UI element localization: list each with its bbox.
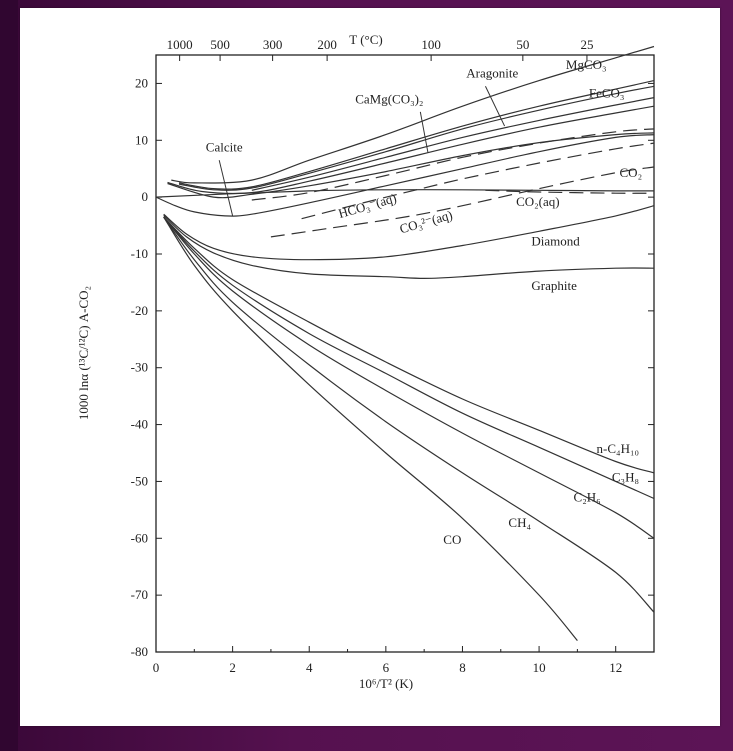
- series-line-hco-aq-: [301, 142, 655, 220]
- top-tick-label-1000: 1000: [167, 37, 193, 52]
- curve-label-7: CO₃²⁻(aq): [398, 207, 454, 236]
- figure-paper: 0 2 4 6 8 10 12 20 10 0 -10 -20 -30 -40 -50 -60 -70 -80 10…: [20, 8, 720, 726]
- curve-label-13: C₂H₆: [574, 489, 601, 504]
- curve-label-15: CO: [443, 532, 461, 547]
- series-line-unlabeled-4: [167, 105, 655, 195]
- curve-label-10: Graphite: [531, 278, 577, 293]
- curve-label-3: CaMg(CO₃)₂: [355, 91, 423, 106]
- curve-label-4: Calcite: [206, 140, 243, 155]
- series-line-calcite: [155, 134, 655, 217]
- series-line-c-h-: [163, 216, 655, 500]
- top-axis-title: T (°C): [349, 32, 382, 47]
- top-tick-label-100: 100: [421, 37, 441, 52]
- series-line-mgco-: [171, 45, 655, 184]
- x-tick-label-12: 12: [609, 660, 622, 675]
- x-tick-label-2: 2: [229, 660, 236, 675]
- series-line-ch-: [163, 216, 655, 613]
- series-line-co-aq-: [270, 166, 655, 238]
- top-tick-label-300: 300: [263, 37, 283, 52]
- curve-label-12: C₃H₈: [612, 469, 639, 484]
- series-line-aragonite: [178, 80, 655, 190]
- top-tick-label-50: 50: [516, 37, 529, 52]
- y-tick-label--50: -50: [131, 473, 148, 488]
- isotope-fractionation-chart: 0 2 4 6 8 10 1220100-10-20-30-40-50-60-70-8010…: [76, 32, 655, 691]
- x-tick-label-8: 8: [459, 660, 466, 675]
- curve-label-2: FeCO₃: [589, 86, 625, 101]
- x-tick-label-10: 10: [533, 660, 546, 675]
- curve-label-0: MgCO₃: [566, 57, 607, 72]
- curve-label-14: CH₄: [508, 515, 531, 530]
- x-tick-label-6: 6: [383, 660, 390, 675]
- curve-label-9: Diamond: [531, 233, 580, 248]
- y-tick-label--40: -40: [131, 417, 148, 432]
- curve-label-11: n-C₄H₁₀: [597, 441, 640, 456]
- aragonite-pointer: [484, 86, 506, 127]
- plot-frame: [155, 54, 655, 653]
- x-axis-title: 10⁶/T² (K): [359, 676, 413, 691]
- curve-label-5: CO₂: [620, 165, 643, 180]
- series-line-n-c-h-: [163, 216, 655, 474]
- camg-pointer: [419, 111, 429, 153]
- y-tick-label--20: -20: [131, 303, 148, 318]
- y-tick-label-10: 10: [135, 132, 148, 147]
- series-line-co: [163, 216, 578, 641]
- y-tick-label-0: 0: [142, 189, 149, 204]
- curve-label-8: CO₂(aq): [516, 194, 560, 209]
- y-tick-label--60: -60: [131, 530, 148, 545]
- y-axis-title: 1000 lnα (¹³C/¹²C) A-CO₂: [76, 286, 91, 420]
- series-line-diamond: [163, 205, 655, 261]
- series-line-unlabeled-5: [167, 132, 655, 199]
- series-line-unlabeled-6: [251, 128, 655, 201]
- slide-left-bar: [0, 0, 18, 751]
- series-line-camg-co-: [251, 97, 655, 191]
- y-tick-label-20: 20: [135, 75, 148, 90]
- top-tick-label-25: 25: [580, 37, 593, 52]
- top-tick-label-200: 200: [317, 37, 337, 52]
- y-tick-label--70: -70: [131, 587, 148, 602]
- x-tick-label-0: 0: [153, 660, 160, 675]
- y-tick-label--30: -30: [131, 360, 148, 375]
- series-line-c-h-: [163, 216, 655, 539]
- y-tick-label--80: -80: [131, 644, 148, 659]
- series-line-graphite: [163, 214, 655, 280]
- x-tick-label-4: 4: [306, 660, 313, 675]
- calcite-pointer: [218, 160, 234, 217]
- curve-label-1: Aragonite: [466, 66, 518, 81]
- top-tick-label-500: 500: [210, 37, 230, 52]
- series-line-co-: [155, 189, 655, 198]
- y-tick-label--10: -10: [131, 246, 148, 261]
- series-line-co-aq-: [485, 189, 655, 194]
